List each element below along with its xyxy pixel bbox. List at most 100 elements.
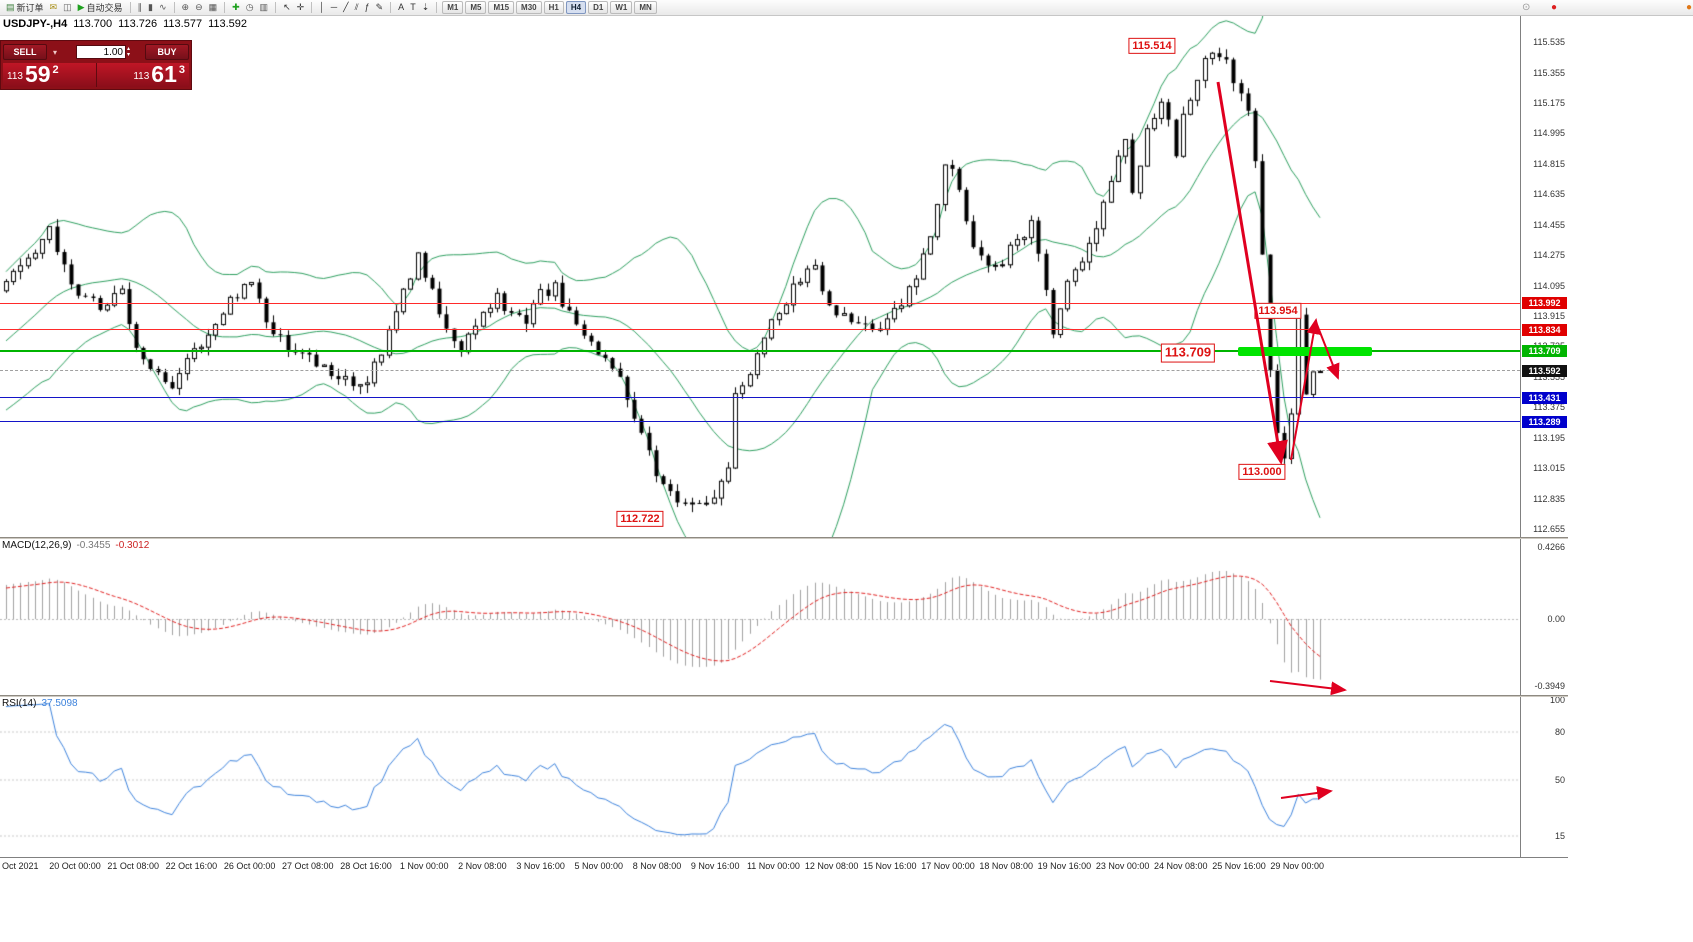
toolbar-separator <box>129 2 131 13</box>
macd-axis-label: -0.3949 <box>1534 680 1565 691</box>
indicators-button[interactable]: ✚ <box>229 1 243 15</box>
price-chart-canvas[interactable] <box>0 16 1520 537</box>
timeframe-d1-button[interactable]: D1 <box>588 1 609 14</box>
open-charts-button[interactable]: ◫ <box>60 1 75 15</box>
one-click-prices-row: 113 59 2 113 61 3 <box>3 63 189 87</box>
chart-line-button[interactable]: ∿ <box>156 1 170 15</box>
ohlc-low: 113.577 <box>163 18 203 30</box>
new-order-label: 新订单 <box>16 3 44 13</box>
arrow-objects-button[interactable]: ⇣ <box>419 1 433 15</box>
time-label: 23 Nov 00:00 <box>1095 861 1150 871</box>
rsi-panel-divider[interactable] <box>0 695 1568 697</box>
price-tick: 113.555 <box>1533 371 1565 382</box>
time-label: 12 Nov 08:00 <box>804 861 859 871</box>
macd-panel-divider[interactable] <box>0 537 1568 539</box>
crosshair-button[interactable]: ✛ <box>294 1 308 15</box>
time-label: 26 Oct 00:00 <box>223 861 276 871</box>
price-tick: 115.175 <box>1533 98 1565 109</box>
one-click-menu-caret-icon[interactable]: ▾ <box>52 47 57 57</box>
cursor-button[interactable]: ↖ <box>280 1 294 15</box>
bid-prefix: 113 <box>7 70 23 82</box>
price-badge-113-992: 113.992 <box>1522 297 1567 309</box>
bid-price-button[interactable]: 113 59 2 <box>3 63 96 87</box>
draw-shapes-icon: ✎ <box>375 2 384 12</box>
text-button[interactable]: A <box>395 1 407 15</box>
zoom-in-icon: ⊕ <box>181 2 190 12</box>
time-scale[interactable]: Oct 2021 20 Oct 00:00 21 Oct 08:00 22 Oct 1… <box>0 857 1568 875</box>
zoom-out-button[interactable]: ⊖ <box>192 1 206 15</box>
rsi-value: 37.5098 <box>41 698 78 709</box>
timeframe-mn-button[interactable]: MN <box>634 1 657 14</box>
new-order-icon: ▤ <box>6 2 15 12</box>
timeframe-h4-button[interactable]: H4 <box>565 1 587 14</box>
trendline-button[interactable]: ╱ <box>340 1 351 15</box>
time-label: 22 Oct 16:00 <box>165 861 218 871</box>
equidistant-channel-button[interactable]: ⫽ <box>352 1 362 15</box>
time-label: 2 Nov 08:00 <box>458 861 507 871</box>
ohlc-close: 113.592 <box>208 18 248 30</box>
fibonacci-button[interactable]: ƒ <box>362 1 373 15</box>
timeframe-h1-button[interactable]: H1 <box>543 1 564 14</box>
volume-up-button[interactable]: ▴ <box>126 46 130 52</box>
time-label: 17 Nov 00:00 <box>921 861 975 871</box>
ask-price-button[interactable]: 113 61 3 <box>95 63 189 87</box>
toolbar-record-dot[interactable]: ● <box>1551 2 1558 13</box>
rsi-axis-label: 15 <box>1554 831 1565 841</box>
zoom-in-button[interactable]: ⊕ <box>179 1 193 15</box>
time-label: 25 Nov 16:00 <box>1212 861 1266 871</box>
text-label-button[interactable]: T <box>407 1 419 15</box>
time-label: 18 Nov 08:00 <box>979 861 1033 871</box>
volume-spinner: ▴ ▾ <box>127 46 130 58</box>
time-label: 24 Nov 08:00 <box>1154 861 1208 871</box>
buy-button[interactable]: BUY <box>145 44 189 60</box>
price-tick: 114.455 <box>1533 219 1565 230</box>
toolbar-separator <box>390 2 392 13</box>
timeframe-m30-button[interactable]: M30 <box>516 1 542 14</box>
vertical-line-button[interactable]: │ <box>316 1 328 15</box>
tile-windows-icon: ▦ <box>208 2 218 12</box>
timeframe-m5-button[interactable]: M5 <box>465 1 487 14</box>
volume-input[interactable] <box>75 45 126 59</box>
new-order-button[interactable]: ▤ 新订单 <box>3 1 47 15</box>
rsi-panel-canvas[interactable] <box>0 697 1520 857</box>
tile-windows-button[interactable]: ▦ <box>206 1 221 15</box>
text-icon: A <box>398 2 405 12</box>
auto-trading-button[interactable]: ▶ 自动交易 <box>75 1 126 15</box>
templates-button[interactable]: ▥ <box>257 1 272 15</box>
timeframe-m15-button[interactable]: M15 <box>488 1 515 14</box>
chart-bars-button[interactable]: ∥ <box>135 1 146 15</box>
arrow-objects-icon: ⇣ <box>421 2 430 12</box>
fibonacci-icon: ƒ <box>364 2 370 12</box>
time-label: 29 Nov 00:00 <box>1270 861 1324 871</box>
draw-shapes-button[interactable]: ✎ <box>373 1 387 15</box>
toolbar-corner-dot[interactable]: ● <box>1686 2 1693 13</box>
rsi-axis-label: 50 <box>1554 775 1565 785</box>
rsi-label: RSI(14) <box>2 698 37 709</box>
price-scale[interactable]: 115.535 115.355 115.175 114.995 114.815 114.6… <box>1520 16 1568 857</box>
ask-prefix: 113 <box>133 70 150 82</box>
indicators-icon: ✚ <box>232 2 240 12</box>
rsi-axis-label: 80 <box>1554 727 1565 737</box>
timeframe-m1-button[interactable]: M1 <box>442 1 464 14</box>
time-label: 28 Oct 16:00 <box>340 861 392 871</box>
horizontal-line-button[interactable]: ─ <box>328 1 340 15</box>
crosshair-icon: ✛ <box>296 2 305 12</box>
periods-button[interactable]: ◷ <box>243 1 257 15</box>
macd-axis-label: 0.4266 <box>1537 541 1565 552</box>
mailbox-icon: ✉ <box>49 2 58 12</box>
volume-down-button[interactable]: ▾ <box>126 52 130 58</box>
macd-panel-canvas[interactable] <box>0 539 1520 695</box>
price-tick: 114.095 <box>1533 280 1565 291</box>
toolbar-chart-shift[interactable]: ⊙ <box>1522 2 1531 13</box>
templates-icon: ▥ <box>259 2 269 12</box>
zoom-out-icon: ⊖ <box>195 2 203 12</box>
timeframe-w1-button[interactable]: W1 <box>610 1 633 14</box>
price-badge-113-592: 113.592 <box>1522 364 1567 377</box>
price-badge-113-431: 113.431 <box>1522 391 1567 404</box>
chart-title: USDJPY-,H4 113.700 113.726 113.577 113.5… <box>3 18 247 30</box>
volume-field-wrap: ▴ ▾ <box>63 45 143 59</box>
equidistant-channel-icon: ⫽ <box>354 2 359 12</box>
chart-candles-button[interactable]: ▮ <box>145 1 156 15</box>
mailbox-button[interactable]: ✉ <box>47 1 61 15</box>
sell-button[interactable]: SELL <box>3 44 47 60</box>
